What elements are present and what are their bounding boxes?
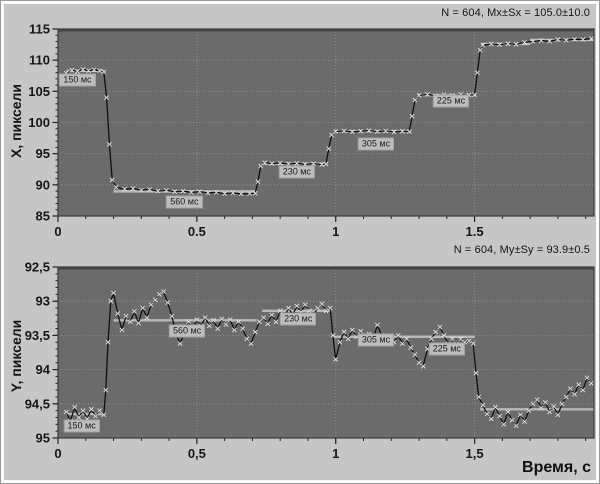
y-tick-label: 100 — [28, 115, 50, 130]
fixation-duration-label: 150 мс — [59, 73, 96, 87]
y-tick-label: 95 — [36, 431, 50, 446]
x-tick-label: 1 — [332, 446, 339, 461]
top-chart-stats-annotation: N = 604, Mx±Sx = 105.0±10.0 — [441, 7, 590, 19]
x-tick-label: 0 — [54, 446, 61, 461]
x-tick-label: 1 — [332, 224, 339, 239]
top-chart-plot: 0 0.5 1 1.5 115 110 105 100 95 90 85 — [28, 22, 595, 239]
grid-lines — [58, 29, 594, 216]
x-tick-label: 1.5 — [466, 224, 484, 239]
y-tick-label: 85 — [36, 209, 50, 224]
bottom-chart-plot: 0 0,5 1 1,5 92,5 93 93,5 94 94,5 95 — [25, 260, 595, 461]
bottom-chart-stats-annotation: N = 604, My±Sy = 93.9±0.5 — [453, 244, 590, 256]
x-tick-label: 0.5 — [188, 224, 206, 239]
y-tick-label: 93,5 — [25, 328, 50, 343]
fixation-duration-label: 225 мс — [428, 342, 465, 356]
x-tick-label: 0,5 — [188, 446, 206, 461]
top-chart-y-axis-title: X, пиксели — [8, 83, 24, 159]
y-tick-label: 94,5 — [25, 396, 50, 411]
fixation-duration-label: 225 мс — [432, 94, 470, 108]
fixation-duration-label: 560 мс — [169, 324, 206, 338]
grid-lines — [58, 267, 594, 438]
fixation-duration-label: 230 мс — [280, 312, 317, 326]
y-tick-label: 93 — [36, 294, 50, 309]
fixation-duration-label: 560 мс — [166, 195, 203, 209]
gaze-y-coordinate-trace — [65, 290, 592, 428]
fixation-duration-label: 305 мс — [357, 333, 395, 347]
fixation-duration-label: 230 мс — [278, 165, 315, 179]
y-tick-label: 94 — [36, 362, 51, 377]
axis-ticks: 0 0,5 1 1,5 92,5 93 93,5 94 94,5 95 — [25, 260, 587, 461]
fixation-duration-label: 305 мс — [357, 137, 395, 151]
x-markers — [63, 36, 594, 197]
y-tick-label: 90 — [36, 177, 50, 192]
fixation-duration-label: 150 мс — [63, 419, 100, 433]
y-tick-label: 110 — [29, 53, 50, 68]
x-tick-label: 0 — [54, 224, 61, 239]
gaze-x-coordinate-trace — [65, 38, 592, 195]
y-tick-label: 95 — [36, 146, 50, 161]
y-tick-label: 115 — [29, 22, 50, 37]
y-tick-label: 92,5 — [25, 260, 50, 275]
axis-ticks: 0 0.5 1 1.5 115 110 105 100 95 90 85 — [28, 22, 587, 239]
time-axis-title: Время, с — [522, 459, 591, 476]
bottom-chart-y-axis-title: Y, пиксели — [8, 319, 24, 393]
y-tick-label: 105 — [28, 84, 50, 99]
x-tick-label: 1,5 — [466, 446, 484, 461]
